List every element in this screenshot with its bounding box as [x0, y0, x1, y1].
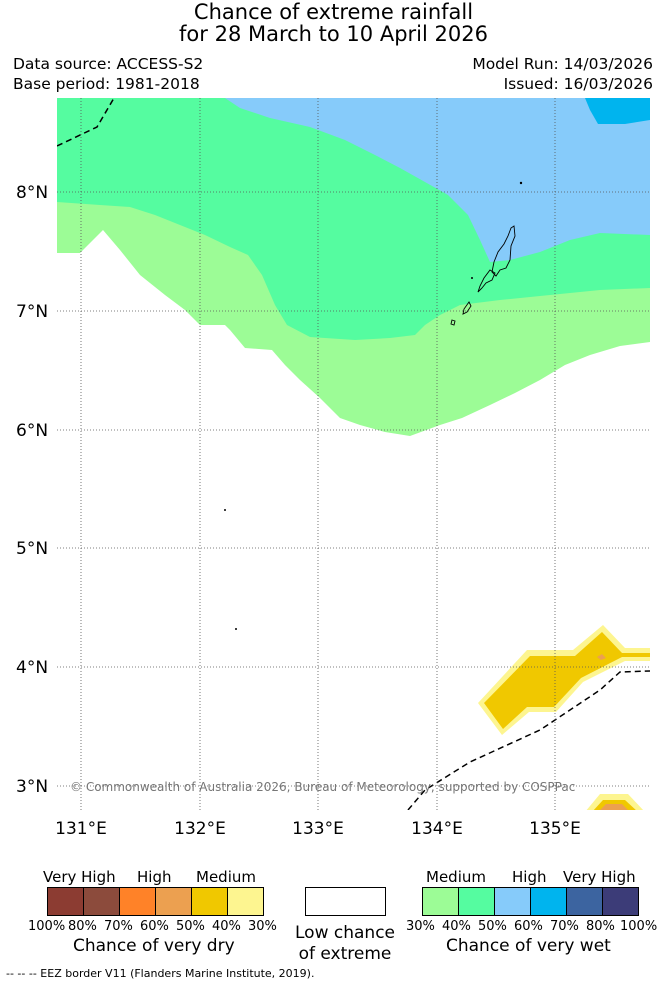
- wet-high-60-region: [585, 98, 650, 124]
- lat-label-5n: 5°N: [16, 539, 48, 559]
- legend-wet-swatch-1: [459, 888, 495, 915]
- eez-border-north: [57, 98, 115, 147]
- copyright-notice: © Commonwealth of Australia 2026, Bureau…: [70, 780, 575, 794]
- lat-label-8n: 8°N: [16, 183, 48, 203]
- dry-high-50-spot: [597, 654, 606, 660]
- islet-a: [471, 277, 473, 279]
- dry-spot-south-core: [600, 804, 628, 810]
- legend-dry-colorbar: [47, 887, 264, 916]
- palau-main-island: [491, 225, 516, 277]
- legend-dry-swatch-0: [48, 888, 84, 915]
- legend-wet-swatch-4: [567, 888, 603, 915]
- legend-dry-pct-70: 70%: [104, 919, 133, 934]
- eez-border-south: [407, 670, 650, 810]
- legend-wet-swatch-3: [531, 888, 567, 915]
- legend-wet-medium: Medium: [426, 868, 486, 886]
- lon-label-135e: 135°E: [529, 819, 581, 839]
- legend-dry-title: Chance of very dry: [73, 936, 235, 956]
- lon-label-132e: 132°E: [174, 819, 226, 839]
- data-source: Data source: ACCESS-S2: [13, 55, 204, 73]
- legend-dry-swatch-4: [192, 888, 228, 915]
- legend-dry-pct-50: 50%: [176, 919, 205, 934]
- legend-dry-pct-30: 30%: [248, 919, 277, 934]
- legend-low-title-line1: Low chance: [295, 923, 395, 943]
- lat-label-7n: 7°N: [16, 302, 48, 322]
- lat-label-4n: 4°N: [16, 658, 48, 678]
- legend-wet-pct-80: 80%: [586, 919, 615, 934]
- legend-dry-high: High: [137, 868, 172, 886]
- legend-dry-medium: Medium: [196, 868, 256, 886]
- legend-wet-swatch-5: [603, 888, 638, 915]
- dry-medium-40-region: [484, 632, 650, 729]
- legend-wet-pct-40: 40%: [442, 919, 471, 934]
- legend-wet-very-high: Very High: [563, 868, 636, 886]
- legend-dry-pct-100: 100%: [28, 919, 66, 934]
- legend-wet-swatch-2: [495, 888, 531, 915]
- lon-label-134e: 134°E: [411, 819, 463, 839]
- legend-wet-title: Chance of very wet: [446, 936, 611, 956]
- legend-wet-colorbar: [422, 887, 639, 916]
- legend-dry-swatch-3: [156, 888, 192, 915]
- legend-wet-pct-100: 100%: [620, 919, 658, 934]
- wet-high-50-region: [225, 98, 650, 262]
- legend-wet-pct-70: 70%: [550, 919, 579, 934]
- legend-low-swatch: [305, 887, 386, 916]
- legend-wet-swatch-0: [423, 888, 459, 915]
- angaur-island: [450, 319, 456, 326]
- lat-label-3n: 3°N: [16, 777, 48, 797]
- kayangel-islet: [519, 181, 523, 185]
- legend-low-title-line2: of extreme: [298, 944, 392, 964]
- map-title-line1: Chance of extreme rainfall: [193, 0, 474, 24]
- peleliu-island: [462, 301, 472, 315]
- legend-dry-swatch-5: [228, 888, 263, 915]
- issued-date: Issued: 16/03/2026: [503, 75, 653, 93]
- model-run: Model Run: 14/03/2026: [472, 55, 653, 73]
- legend-wet-pct-60: 60%: [514, 919, 543, 934]
- lat-label-6n: 6°N: [16, 421, 48, 441]
- lon-label-131e: 131°E: [55, 819, 107, 839]
- sonsorol-islet: [224, 509, 226, 511]
- base-period: Base period: 1981-2018: [13, 75, 200, 93]
- legend-dry-pct-60: 60%: [140, 919, 169, 934]
- legend-dry-swatch-2: [120, 888, 156, 915]
- legend-dry-very-high: Very High: [43, 868, 116, 886]
- palau-south-islands: [477, 269, 496, 293]
- map-title-line2: for 28 March to 10 April 2026: [179, 22, 488, 46]
- legend-dry-pct-40: 40%: [212, 919, 241, 934]
- eez-source-note: -- -- -- EEZ border V11 (Flanders Marine…: [6, 967, 315, 980]
- legend-wet-high: High: [512, 868, 547, 886]
- legend-wet-pct-50: 50%: [478, 919, 507, 934]
- legend-dry-swatch-1: [84, 888, 120, 915]
- pulo-anna-islet: [235, 628, 237, 630]
- lon-label-133e: 133°E: [292, 819, 344, 839]
- legend-wet-pct-30: 30%: [406, 919, 435, 934]
- rainfall-map: © Commonwealth of Australia 2026, Bureau…: [16, 98, 650, 839]
- legend-dry-pct-80: 80%: [68, 919, 97, 934]
